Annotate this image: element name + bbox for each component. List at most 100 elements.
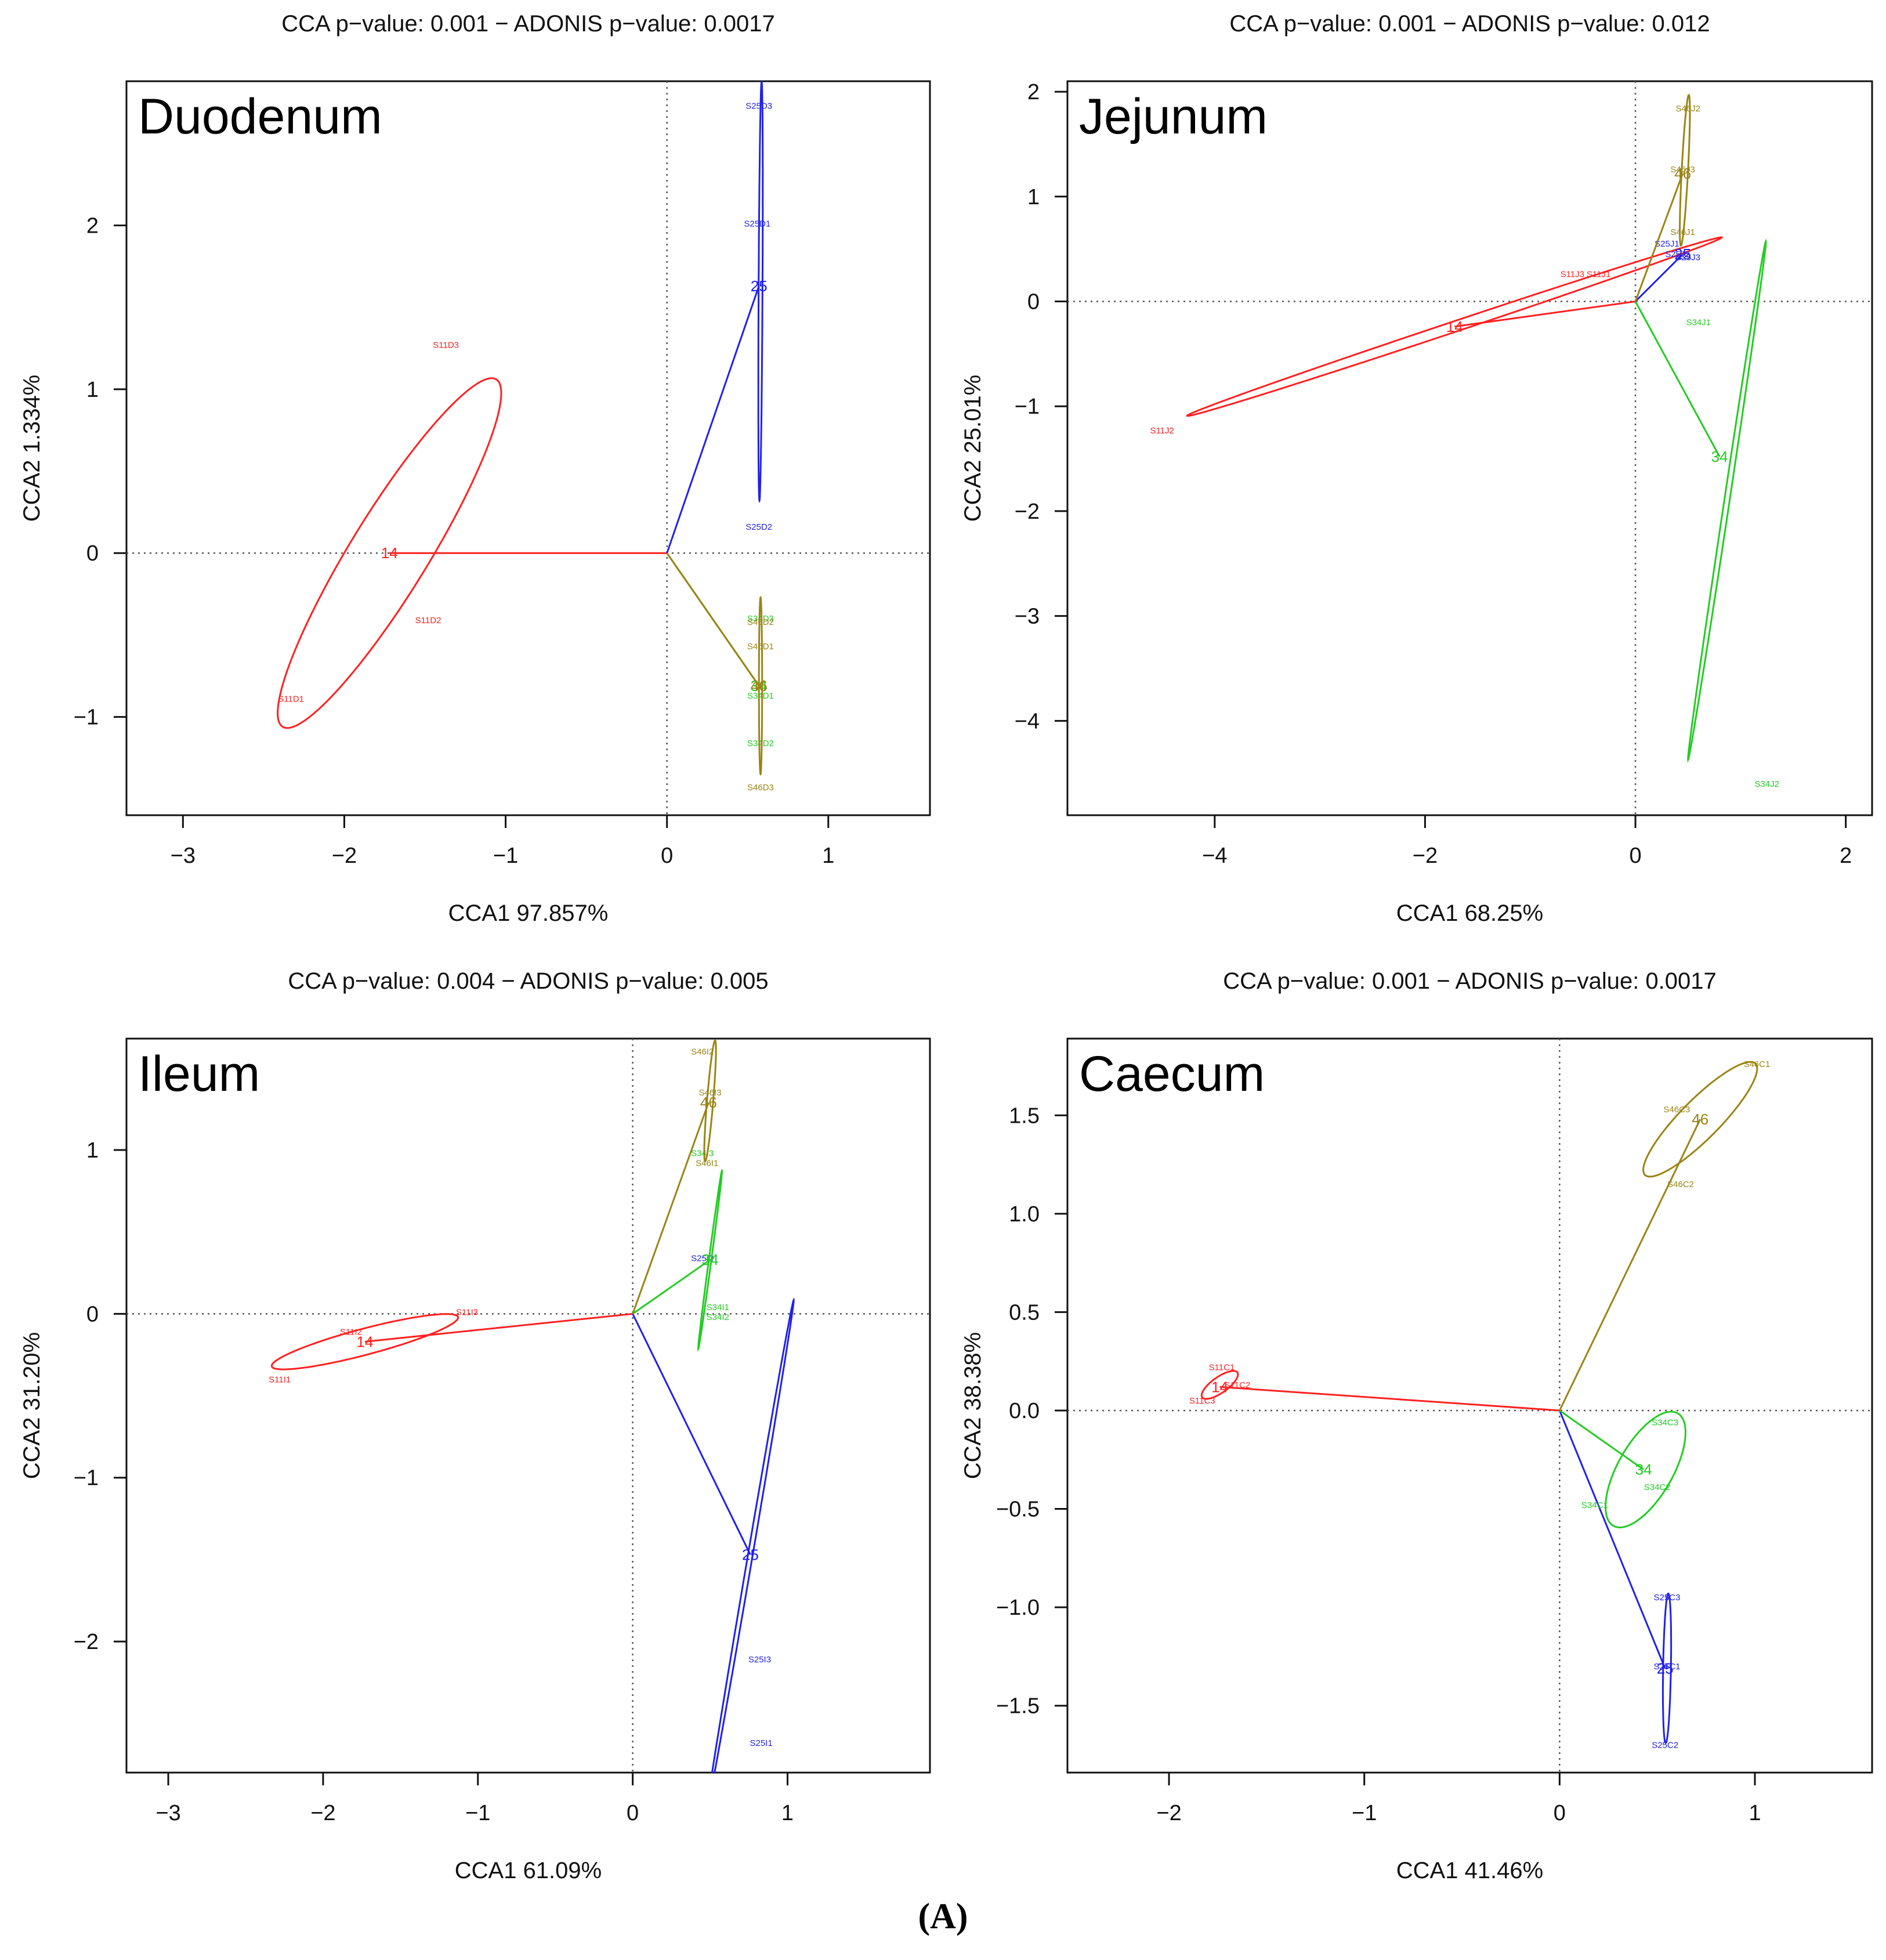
group-34: S34C3 S34C2 S34C1 34 <box>1559 1409 1686 1528</box>
sample-label: S34I2 <box>707 1312 729 1322</box>
y-tick-label: −3 <box>1015 605 1040 629</box>
plot-frame <box>125 1037 931 1774</box>
sample-label: S11C2 <box>1225 1380 1251 1390</box>
group-arrow-14 <box>364 1312 633 1343</box>
x-tick-label: 1 <box>822 844 834 868</box>
sample-label: S11I1 <box>269 1375 291 1384</box>
y-tick-label: −1.5 <box>996 1694 1040 1719</box>
x-tick-label: −3 <box>155 1801 180 1825</box>
group-arrow-25 <box>1558 1410 1666 1669</box>
centroid-label-46: 46 <box>700 1094 717 1111</box>
chart-title: CCA p−value: 0.004 − ADONIS p−value: 0.0… <box>288 968 768 994</box>
sample-label: S46D2 <box>747 617 774 627</box>
y-axis-label: CCA2 31.20% <box>19 1332 45 1479</box>
confidence-ellipse-14 <box>1185 236 1724 417</box>
plot-area: S11D3S11D2S11D114S25D3S25D1S25D225S34D3S… <box>126 81 930 815</box>
y-axis-label: CCA2 1.334% <box>19 375 45 522</box>
sample-label: S11D2 <box>415 616 441 625</box>
confidence-ellipse-25 <box>711 1297 795 1773</box>
x-tick-label: 1 <box>781 1801 794 1825</box>
sample-label: S46C2 <box>1667 1180 1694 1189</box>
centroid-label-14: 14 <box>381 544 398 562</box>
y-tick-label: 1.0 <box>1009 1202 1040 1227</box>
sample-label: S25C1 <box>1654 1662 1681 1672</box>
y-tick-label: 1 <box>1027 185 1040 209</box>
region-label: Ileum <box>138 1046 260 1102</box>
x-tick-label: 2 <box>1840 844 1852 868</box>
sample-label: S25I3 <box>748 1655 771 1665</box>
y-tick-label: −2 <box>1015 500 1040 524</box>
sample-label: S46I1 <box>696 1159 718 1169</box>
sample-label: S34C3 <box>1652 1417 1678 1427</box>
sample-label: S46D1 <box>747 642 774 652</box>
sample-label: S46J3 <box>1670 165 1695 175</box>
y-axis-label: CCA2 38.38% <box>960 1332 986 1479</box>
confidence-ellipse-46 <box>703 1039 717 1163</box>
centroid-label-46: 46 <box>751 677 768 695</box>
sample-label: S11D3 <box>433 341 459 350</box>
confidence-ellipse-46 <box>1642 1061 1758 1178</box>
centroid-label-25: 25 <box>1657 1659 1674 1677</box>
plot-frame <box>1066 1037 1873 1774</box>
group-arrow-46 <box>1559 1119 1702 1411</box>
chart-title: CCA p−value: 0.001 − ADONIS p−value: 0.0… <box>1223 968 1717 994</box>
confidence-ellipse-25 <box>757 81 764 503</box>
x-tick-label: −1 <box>465 1801 490 1825</box>
group-arrow-46 <box>1634 173 1684 302</box>
group-46: S46C1 S46C3 S46C2 46 <box>1559 1059 1770 1411</box>
sample-label: S34C1 <box>1581 1500 1608 1510</box>
x-axis-label: CCA1 61.09% <box>455 1858 602 1883</box>
group-14: S11J2 S11J3 S11J1 14 <box>1150 236 1724 436</box>
panel-duodenum: CCA p−value: 0.001 − ADONIS p−value: 0.0… <box>19 11 931 926</box>
x-tick-label: −2 <box>332 844 357 868</box>
confidence-ellipse-46 <box>1678 94 1691 247</box>
y-tick-label: −0.5 <box>996 1498 1040 1522</box>
y-tick-label: 1.5 <box>1009 1104 1040 1128</box>
sample-label: S11J1 <box>1587 270 1610 280</box>
y-tick-label: 1 <box>86 1138 99 1163</box>
region-label: Caecum <box>1079 1046 1265 1102</box>
sample-label: S34I3 <box>691 1149 714 1159</box>
centroid-label-34: 34 <box>1635 1461 1652 1478</box>
sample-label: S25D3 <box>745 101 772 111</box>
group-arrow-25 <box>666 285 760 554</box>
centroid-label-34: 34 <box>1711 448 1728 465</box>
region-label: Duodenum <box>138 89 382 144</box>
x-tick-label: 0 <box>1629 844 1641 868</box>
confidence-ellipse-34 <box>1605 1411 1686 1528</box>
y-tick-label: 0 <box>86 1302 99 1326</box>
x-axis-label: CCA1 68.25% <box>1396 901 1543 926</box>
y-tick-label: −1 <box>74 706 99 730</box>
sample-label: S11J2 <box>1150 426 1174 436</box>
sample-label: S34D2 <box>747 739 774 748</box>
sample-label: S34J1 <box>1686 318 1711 328</box>
y-tick-label: 2 <box>1027 80 1040 104</box>
sample-label: S11J3 <box>1561 270 1584 280</box>
sample-label: S11C3 <box>1189 1396 1215 1406</box>
group-arrow-14 <box>1219 1386 1560 1412</box>
group-14: S11D3 S11D2 S11D1 14 <box>277 341 667 729</box>
plot-area: S11I2S11I3S11I114S25I2S25I3S25I125S34I3S… <box>126 1039 930 1773</box>
y-axis-label: CCA2 25.01% <box>960 375 986 522</box>
x-tick-label: 1 <box>1749 1801 1761 1825</box>
sample-label: S34D3 <box>747 614 774 624</box>
x-tick-label: 0 <box>661 844 673 868</box>
centroid-label-25: 25 <box>742 1546 759 1563</box>
x-tick-label: −1 <box>1352 1801 1377 1825</box>
y-tick-label: −1 <box>1015 395 1040 419</box>
centroid-label-46: 46 <box>1674 165 1691 182</box>
sample-label: S46I3 <box>698 1088 721 1098</box>
sample-label: S25I1 <box>750 1738 773 1748</box>
group-25: S25C3 S25C1 S25C2 25 <box>1558 1410 1681 1751</box>
sample-label: S46J1 <box>1670 227 1695 237</box>
y-tick-label: 2 <box>86 214 99 238</box>
sample-label: S34J2 <box>1754 779 1779 789</box>
x-tick-label: 0 <box>627 1801 639 1825</box>
sample-label: S11I2 <box>340 1327 362 1337</box>
sample-label: S11I3 <box>456 1308 478 1318</box>
sample-label: S25J1 <box>1655 239 1679 249</box>
plot-frame <box>125 80 931 816</box>
